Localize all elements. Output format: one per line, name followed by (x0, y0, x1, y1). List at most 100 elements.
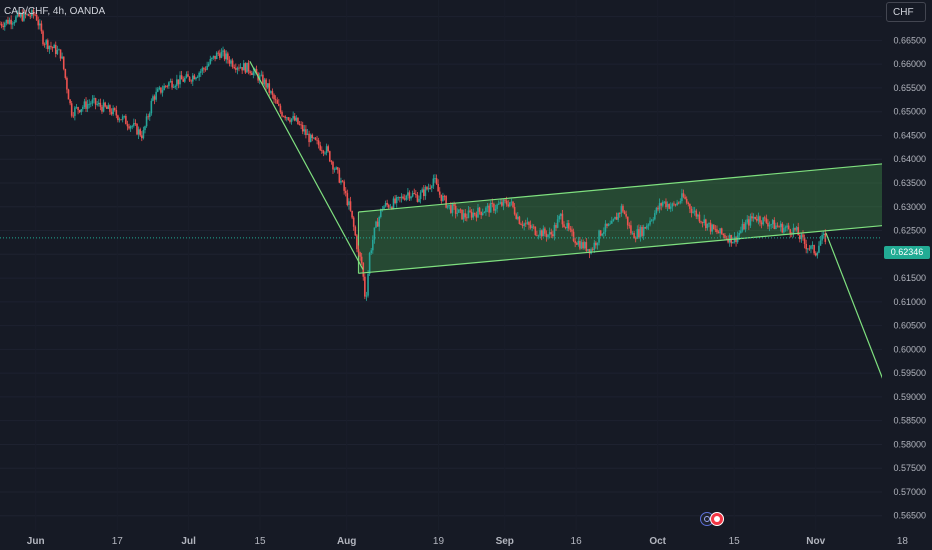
candle-body (54, 44, 57, 54)
x-tick-label: 18 (897, 536, 909, 547)
candle-body (542, 228, 545, 237)
candle-body (46, 40, 49, 50)
candle-body (540, 230, 543, 237)
candle-body (442, 195, 444, 201)
candle-body (327, 146, 330, 152)
candle-body (563, 224, 565, 228)
candle-body (191, 75, 194, 82)
candle-body (633, 233, 635, 239)
candle-body (195, 77, 197, 80)
currency-button[interactable]: CHF (886, 2, 926, 22)
candle-body (676, 202, 678, 206)
candle-body (622, 205, 624, 212)
candle-body (364, 276, 366, 297)
candle-body (58, 49, 60, 51)
candle-body (555, 225, 557, 228)
candle-body (606, 223, 608, 226)
y-tick-label: 0.57500 (893, 463, 926, 473)
candle-body (115, 110, 118, 116)
candle-body (620, 205, 623, 214)
candle-body (641, 226, 643, 236)
candle-body (134, 123, 137, 124)
candle-body (359, 252, 361, 257)
candle-body (66, 77, 68, 90)
candle-body (513, 207, 516, 215)
candle-body (617, 213, 619, 220)
channel-lower-line[interactable] (358, 220, 932, 274)
candle-body (211, 57, 213, 60)
candle-body (531, 226, 533, 228)
candle-body (198, 72, 200, 77)
grid-lines (0, 16, 882, 517)
candle-body (45, 40, 48, 45)
channel-drawing[interactable] (357, 159, 932, 274)
candle-body (751, 216, 753, 219)
trend-lines[interactable] (249, 61, 932, 450)
candle-body (781, 223, 784, 233)
y-tick-label: 0.58000 (893, 439, 926, 449)
candle-body (292, 116, 294, 119)
candle-body (558, 216, 561, 220)
candle-body (720, 228, 723, 234)
channel-fill[interactable] (358, 159, 932, 274)
x-tick-label: 15 (729, 536, 741, 547)
candle-body (591, 249, 594, 251)
candle-body (708, 222, 710, 224)
candle-body (561, 213, 564, 225)
candle-body (510, 201, 513, 203)
candle-body (301, 124, 304, 132)
candle-body (168, 82, 170, 87)
candle-body (493, 203, 495, 211)
candle-body (494, 208, 497, 211)
candle-body (601, 233, 604, 236)
price-axis[interactable] (882, 0, 932, 530)
candle-body (783, 228, 785, 233)
candle-body (279, 105, 282, 113)
x-tick-label: 19 (433, 536, 445, 547)
candle-body (802, 234, 804, 238)
candle-body (464, 213, 467, 218)
candle-body (346, 193, 349, 206)
dividend-icon[interactable] (710, 512, 724, 526)
candle-body (370, 250, 373, 254)
candle-body (187, 74, 189, 77)
candle-body (249, 71, 251, 74)
candle-body (164, 85, 167, 87)
candle-body (145, 116, 148, 127)
candle-body (399, 197, 401, 199)
candle-body (424, 187, 427, 197)
candle-body (155, 91, 157, 100)
candle-body (805, 243, 807, 250)
candle-body (376, 221, 379, 227)
candle-body (596, 242, 599, 246)
candle-body (448, 205, 451, 206)
time-axis[interactable] (0, 530, 932, 550)
candle-body (795, 227, 798, 230)
candle-body (153, 96, 156, 100)
candle-body (663, 201, 666, 203)
candle-body (90, 103, 92, 105)
candle-body (357, 249, 360, 253)
candle-body (505, 200, 508, 205)
candle-body (308, 133, 310, 143)
symbol-title[interactable]: CAD/CHF, 4h, OANDA (4, 6, 105, 17)
drop-trend-line[interactable] (249, 61, 364, 270)
candle-body (760, 222, 763, 225)
candle-body (400, 196, 403, 199)
candle-body (709, 222, 712, 232)
candle-body (481, 213, 484, 216)
candle-body (329, 151, 331, 162)
candle-body (332, 161, 334, 170)
candle-body (201, 68, 204, 72)
candle-body (123, 115, 126, 117)
candle-body (719, 228, 721, 234)
candle-body (440, 194, 443, 201)
channel-upper-line[interactable] (358, 158, 932, 213)
candle-body (480, 211, 482, 216)
candle-body (16, 12, 19, 17)
candle-body (19, 13, 22, 17)
candle-body (628, 225, 631, 227)
candle-body (289, 120, 291, 122)
